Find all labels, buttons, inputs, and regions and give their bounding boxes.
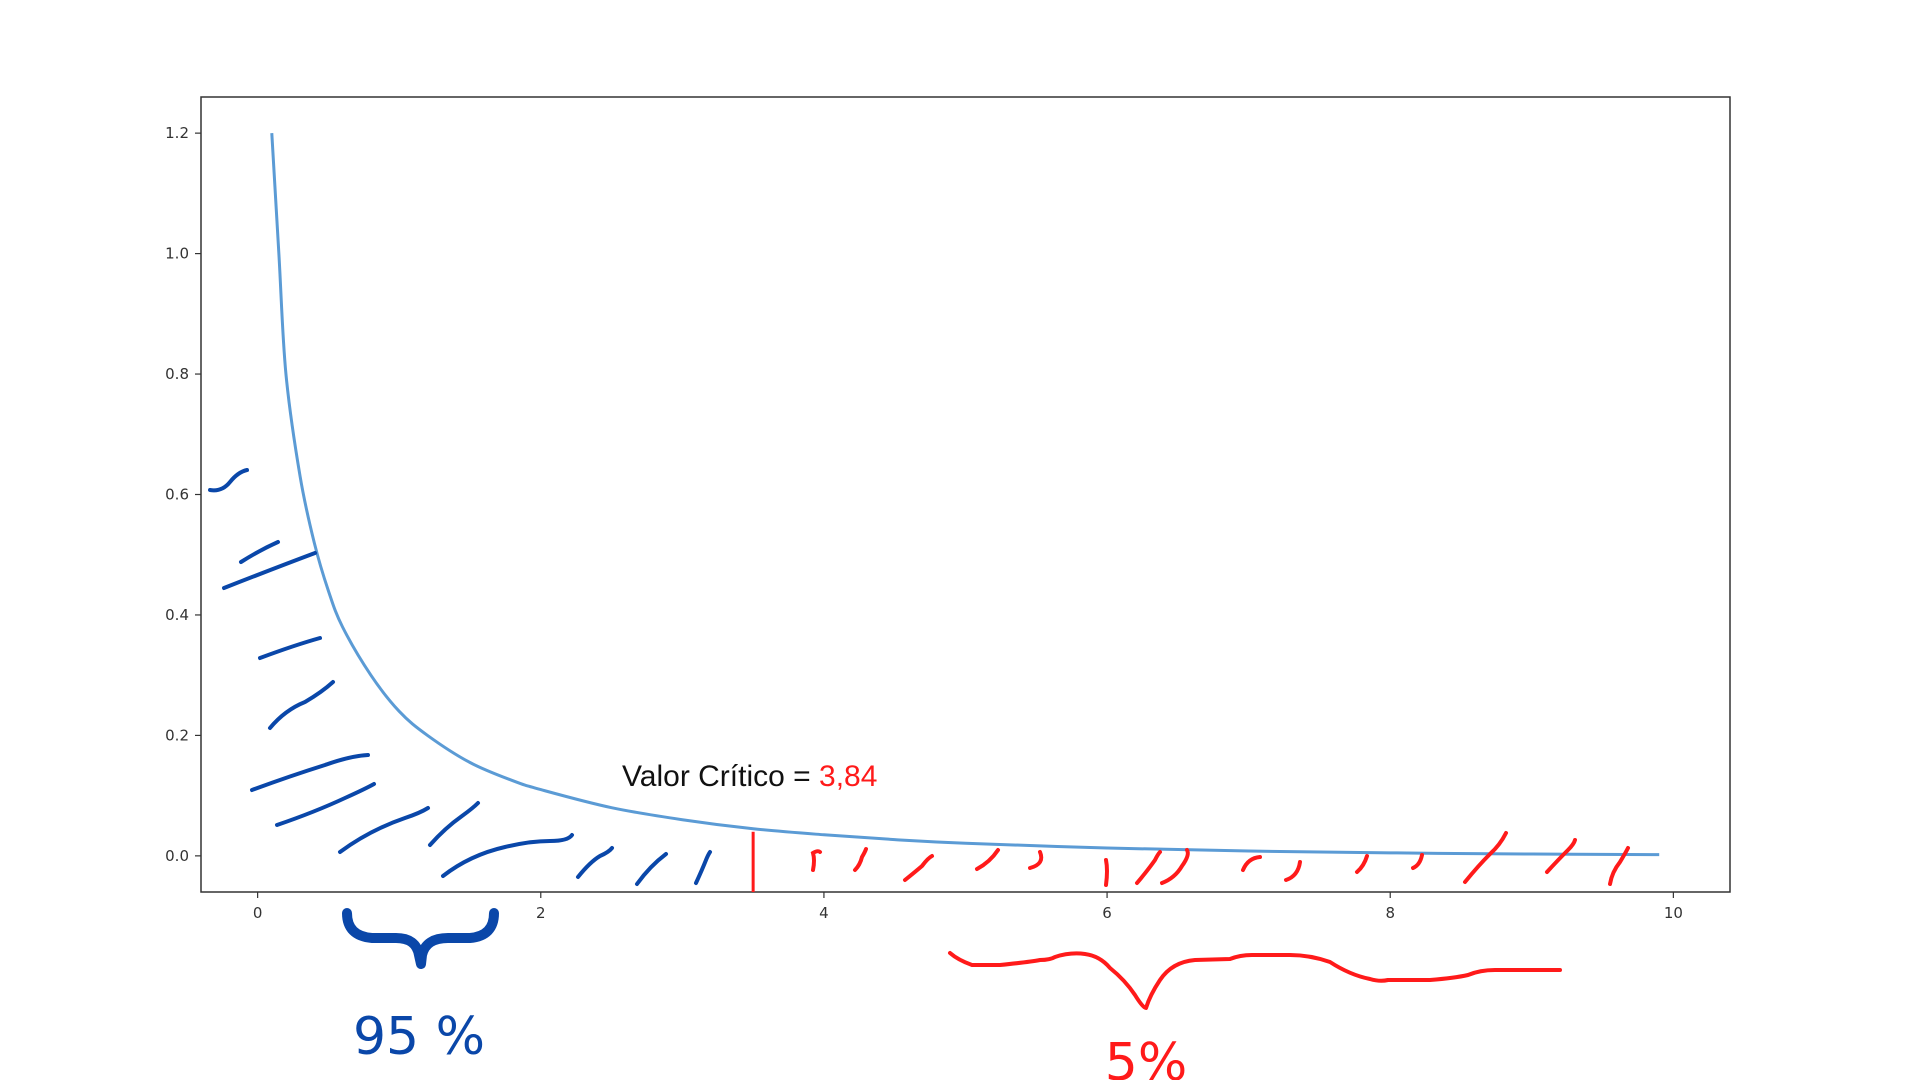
x-tick-label: 10 xyxy=(1664,904,1683,922)
hatch-stroke xyxy=(1608,846,1630,886)
acceptance-region-label: 95 % xyxy=(353,1007,485,1067)
hatch-stroke xyxy=(250,753,370,792)
hatch-stroke xyxy=(810,849,822,872)
critical-value-annotation: Valor Crítico = 3,84 xyxy=(622,760,877,793)
x-tick-label: 6 xyxy=(1102,904,1112,922)
hatch-stroke xyxy=(1135,850,1162,885)
hatch-stroke xyxy=(222,551,317,590)
rejection-region-hatching xyxy=(810,831,1630,887)
x-axis-ticks: 0 2 4 6 8 10 xyxy=(253,892,1683,922)
hatch-stroke xyxy=(1241,855,1262,872)
hatch-stroke xyxy=(1284,860,1302,882)
acceptance-region-brace xyxy=(342,908,499,969)
y-tick-label: 0.8 xyxy=(165,365,189,383)
series-line-chi-square-density xyxy=(270,133,1660,857)
hatch-stroke xyxy=(208,468,249,493)
plot-area-frame xyxy=(200,96,1731,893)
y-tick-label: 1.0 xyxy=(165,245,189,263)
hatch-stroke xyxy=(1355,854,1369,874)
hatch-stroke xyxy=(268,680,335,730)
hatch-stroke xyxy=(694,850,712,885)
rejection-region-brace xyxy=(948,951,1562,1010)
hatch-stroke xyxy=(1028,850,1044,870)
hatch-stroke xyxy=(275,782,376,827)
critical-value-prefix: Valor Crítico = xyxy=(622,760,819,793)
y-tick-label: 0.6 xyxy=(165,486,189,504)
x-tick-label: 8 xyxy=(1385,904,1395,922)
hatch-stroke xyxy=(1545,838,1577,874)
x-tick-label: 2 xyxy=(536,904,546,922)
hatch-stroke xyxy=(428,801,480,847)
acceptance-region-hatching xyxy=(208,468,712,886)
hatch-stroke xyxy=(1463,831,1508,884)
x-tick-label: 0 xyxy=(253,904,263,922)
x-tick-label: 4 xyxy=(819,904,829,922)
hatch-stroke xyxy=(1104,858,1109,887)
y-tick-label: 0.4 xyxy=(165,606,189,624)
critical-value-number: 3,84 xyxy=(819,760,877,793)
y-axis-ticks: 0.0 0.2 0.4 0.6 0.8 1.0 1.2 xyxy=(165,124,201,865)
hatch-stroke xyxy=(635,852,668,886)
y-tick-label: 1.2 xyxy=(165,124,189,142)
hatch-stroke xyxy=(338,806,430,854)
y-tick-label: 0.2 xyxy=(165,726,189,744)
hatch-stroke xyxy=(1411,853,1424,870)
hatch-stroke xyxy=(239,540,280,564)
hatch-stroke xyxy=(441,833,574,878)
hatch-stroke xyxy=(853,847,868,872)
hatch-stroke xyxy=(1160,848,1190,885)
hatch-stroke xyxy=(903,854,934,882)
y-tick-label: 0.0 xyxy=(165,847,189,865)
hatch-stroke xyxy=(258,636,322,660)
hatch-stroke xyxy=(975,848,1000,871)
hatch-stroke xyxy=(576,846,614,879)
rejection-region-label: 5% xyxy=(1105,1033,1188,1080)
